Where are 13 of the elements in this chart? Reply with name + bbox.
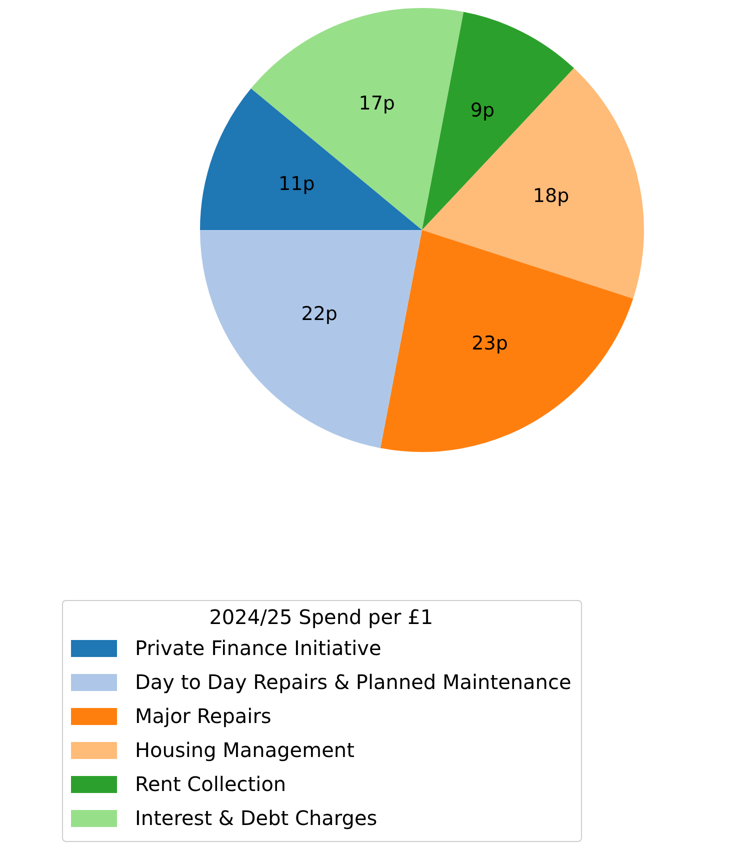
- legend-label: Private Finance Initiative: [135, 636, 382, 660]
- data-label: 9p: [470, 99, 495, 122]
- legend-title: 2024/25 Spend per £1: [208, 605, 434, 629]
- data-label: 11p: [278, 172, 315, 195]
- data-label: 18p: [532, 184, 570, 207]
- data-label: 22p: [301, 302, 338, 325]
- data-label: 17p: [358, 92, 396, 115]
- legend-label: Interest & Debt Charges: [135, 806, 378, 830]
- legend-label: Rent Collection: [135, 772, 286, 796]
- legend-label: Housing Management: [135, 738, 354, 762]
- data-label: 23p: [472, 332, 508, 355]
- legend-label: Major Repairs: [135, 704, 272, 728]
- legend-label: Day to Day Repairs & Planned Maintenance: [135, 670, 572, 694]
